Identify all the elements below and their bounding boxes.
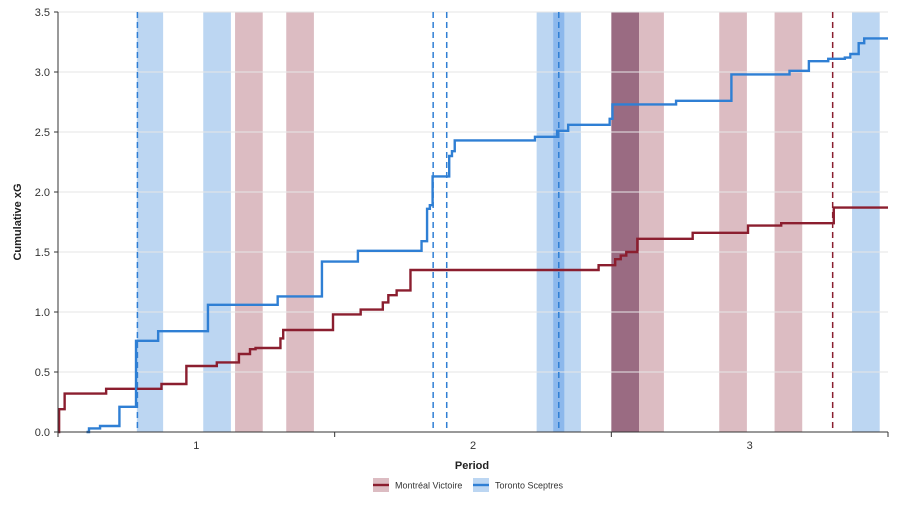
y-axis-title: Cumulative xG xyxy=(12,183,24,260)
power-play-band xyxy=(852,12,880,432)
y-tick-label: 3.5 xyxy=(35,7,50,19)
y-tick-label: 0.5 xyxy=(35,367,50,379)
power-play-band xyxy=(719,12,747,432)
power-play-band xyxy=(136,12,164,432)
x-tick-label: 1 xyxy=(193,440,199,452)
legend-label: Toronto Sceptres xyxy=(495,481,564,491)
y-tick-label: 0.0 xyxy=(35,427,50,439)
power-play-band xyxy=(203,12,231,432)
power-play-band xyxy=(286,12,314,432)
y-tick-label: 2.0 xyxy=(35,187,50,199)
y-tick-label: 3.0 xyxy=(35,67,50,79)
axes: 0.0 0.5 1.0 1.5 2.0 2.5 3.0 3.5 1 2 3 xyxy=(35,7,889,452)
y-tick-label: 1.5 xyxy=(35,247,50,259)
power-play-band xyxy=(235,12,263,432)
x-axis-title: Period xyxy=(455,460,489,472)
legend-label: Montréal Victoire xyxy=(395,481,462,491)
power-play-band xyxy=(611,12,639,432)
y-tick-label: 2.5 xyxy=(35,127,50,139)
series-line xyxy=(57,206,888,434)
series-line xyxy=(86,37,888,434)
series-lines xyxy=(57,37,888,434)
x-tick-label: 3 xyxy=(747,440,753,452)
power-play-band xyxy=(639,12,664,432)
x-tick-label: 2 xyxy=(470,440,476,452)
y-tick-label: 1.0 xyxy=(35,307,50,319)
legend: Montréal Victoire Toronto Sceptres xyxy=(373,478,564,492)
